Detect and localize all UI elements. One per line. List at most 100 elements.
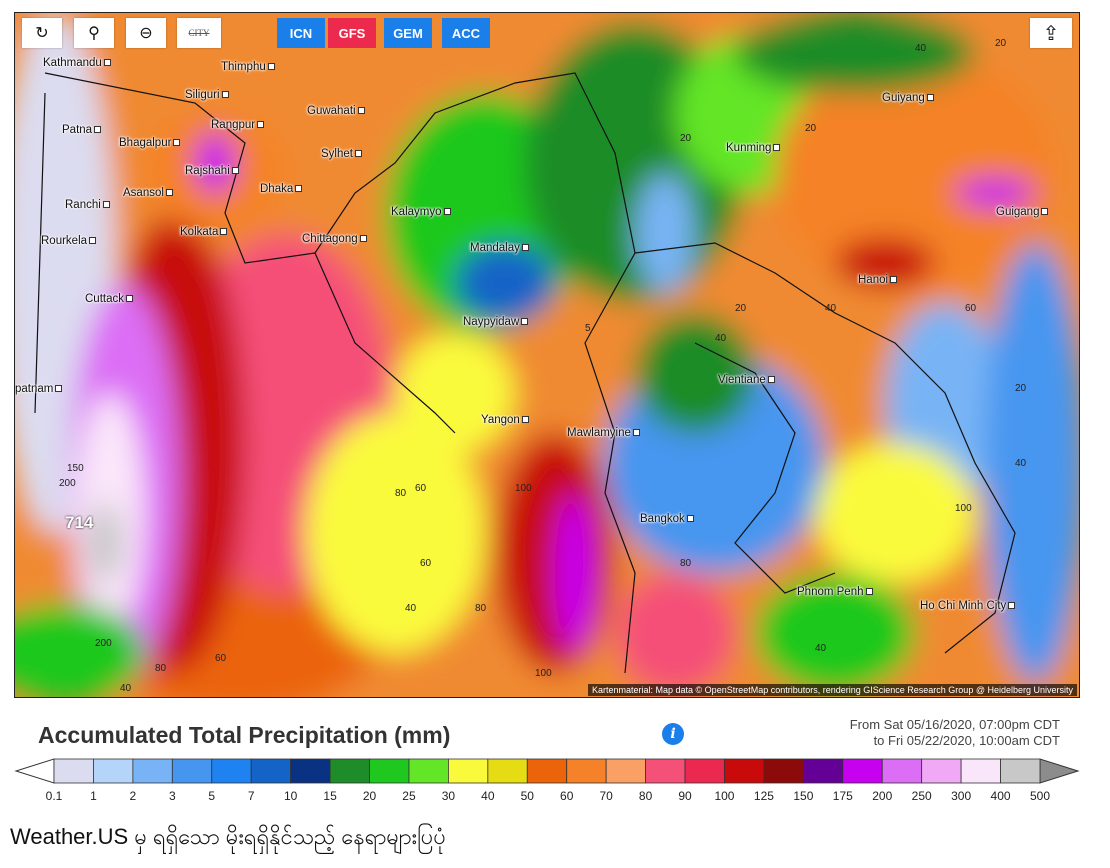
color-swatch [881, 758, 923, 784]
color-swatch [93, 758, 134, 784]
contour-value: 80 [395, 488, 407, 499]
under-arrow [14, 758, 55, 784]
city-label: Kolkata [180, 226, 227, 238]
location-button[interactable]: ⚲ [74, 18, 114, 48]
scale-label: 50 [520, 789, 534, 803]
scale-label: 2 [129, 789, 137, 803]
city-label: Hanoi [858, 274, 897, 286]
scale-label: 400 [990, 789, 1011, 803]
scale-label: 90 [678, 789, 692, 803]
contour-value: 20 [995, 38, 1007, 49]
precipitation-map[interactable]: ↻ ⚲ ⊖ CITY ICN GFS GEM ACC ⇪ Kathmandu Th… [14, 12, 1080, 698]
contour-value: 60 [415, 483, 427, 494]
city-label: Naypyidaw [463, 316, 528, 328]
contour-value: 150 [67, 463, 84, 474]
scale-label: 150 [793, 789, 814, 803]
scale-label: 7 [247, 789, 255, 803]
scale-label: 0.1 [45, 789, 63, 803]
contour-value: 100 [535, 668, 552, 679]
city-label: Chittagong [302, 233, 367, 245]
model-icn-button[interactable]: ICN [277, 18, 325, 48]
color-swatch [763, 758, 804, 784]
scale-label: 250 [911, 789, 932, 803]
contour-value: 80 [155, 663, 167, 674]
city-label: Mawlamyine [567, 427, 640, 439]
color-swatch [684, 758, 725, 784]
city-label: Cuttack [85, 293, 133, 305]
contour-value: 5 [585, 323, 591, 334]
city-label: Bangkok [640, 513, 694, 525]
city-label: Dhaka [260, 183, 302, 195]
legend-title: Accumulated Total Precipitation (mm) [38, 722, 451, 748]
share-icon: ⇪ [1042, 22, 1060, 45]
contour-value: 40 [815, 643, 827, 654]
contour-value: 714 [65, 513, 94, 532]
scale-label: 125 [753, 789, 774, 803]
time-range-from: From Sat 05/16/2020, 07:00pm CDT [849, 717, 1060, 732]
scale-label: 40 [481, 789, 495, 803]
contour-value: 100 [515, 483, 532, 494]
color-swatch [605, 758, 646, 784]
city-label: Rangpur [211, 119, 264, 131]
contour-value: 40 [715, 333, 727, 344]
contour-value: 20 [735, 303, 747, 314]
refresh-icon: ↻ [35, 25, 49, 42]
scale-label: 15 [323, 789, 337, 803]
city-label: Phnom Penh [797, 586, 873, 598]
scale-label: 25 [402, 789, 416, 803]
map-attribution[interactable]: Kartenmaterial: Map data © OpenStreetMap… [588, 684, 1077, 696]
time-range: From Sat 05/16/2020, 07:00pm CDT to Fri … [850, 717, 1060, 749]
scale-label: 10 [283, 789, 298, 803]
info-icon[interactable]: i [662, 723, 684, 745]
color-swatch [53, 758, 94, 784]
city-toggle-button[interactable]: CITY [177, 18, 221, 48]
contour-value: 20 [680, 133, 692, 144]
time-range-to: to Fri 05/22/2020, 10:00am CDT [873, 733, 1060, 748]
city-label: Yangon [481, 414, 529, 426]
city-label: patnam [15, 383, 62, 395]
city-label: Mandalay [470, 242, 529, 254]
color-swatch [566, 758, 607, 784]
scale-label: 60 [560, 789, 574, 803]
color-swatch [724, 758, 765, 784]
color-swatch [921, 758, 962, 784]
scale-label: 500 [1029, 789, 1051, 803]
location-pin-icon: ⚲ [88, 25, 100, 42]
model-gfs-button[interactable]: GFS [328, 18, 376, 48]
city-label: Thimphu [221, 61, 275, 73]
model-acc-button[interactable]: ACC [442, 18, 490, 48]
city-label: Guiyang [882, 92, 934, 104]
color-scale-bar [14, 758, 1080, 784]
scale-label: 80 [638, 789, 653, 803]
model-gem-button[interactable]: GEM [384, 18, 432, 48]
color-swatch [171, 758, 213, 784]
city-label: Patna [62, 124, 101, 136]
zoom-out-icon: ⊖ [139, 25, 153, 42]
color-swatch [842, 758, 883, 784]
color-swatch [211, 758, 252, 784]
city-label: Sylhet [321, 148, 362, 160]
city-label: Kunming [726, 142, 780, 154]
color-swatch [132, 758, 173, 784]
contour-value: 40 [825, 303, 837, 314]
zoom-out-button[interactable]: ⊖ [126, 18, 166, 48]
contour-value: 20 [805, 123, 817, 134]
contour-value: 60 [215, 653, 227, 664]
refresh-button[interactable]: ↻ [22, 18, 62, 48]
scale-label: 175 [832, 789, 853, 803]
color-swatch [802, 758, 844, 784]
scale-label: 70 [599, 789, 613, 803]
color-swatch [290, 758, 331, 784]
precipitation-field [15, 13, 1079, 697]
city-label: Kalaymyo [391, 206, 451, 218]
share-button[interactable]: ⇪ [1030, 18, 1072, 48]
color-swatch [369, 758, 410, 784]
city-label: Rourkela [41, 235, 96, 247]
city-label: Guigang [996, 206, 1048, 218]
over-arrow [1039, 758, 1080, 784]
contour-value: 40 [1015, 458, 1027, 469]
color-swatch [408, 758, 449, 784]
color-swatch [250, 758, 292, 784]
color-swatch [487, 758, 528, 784]
contour-value: 60 [420, 558, 432, 569]
